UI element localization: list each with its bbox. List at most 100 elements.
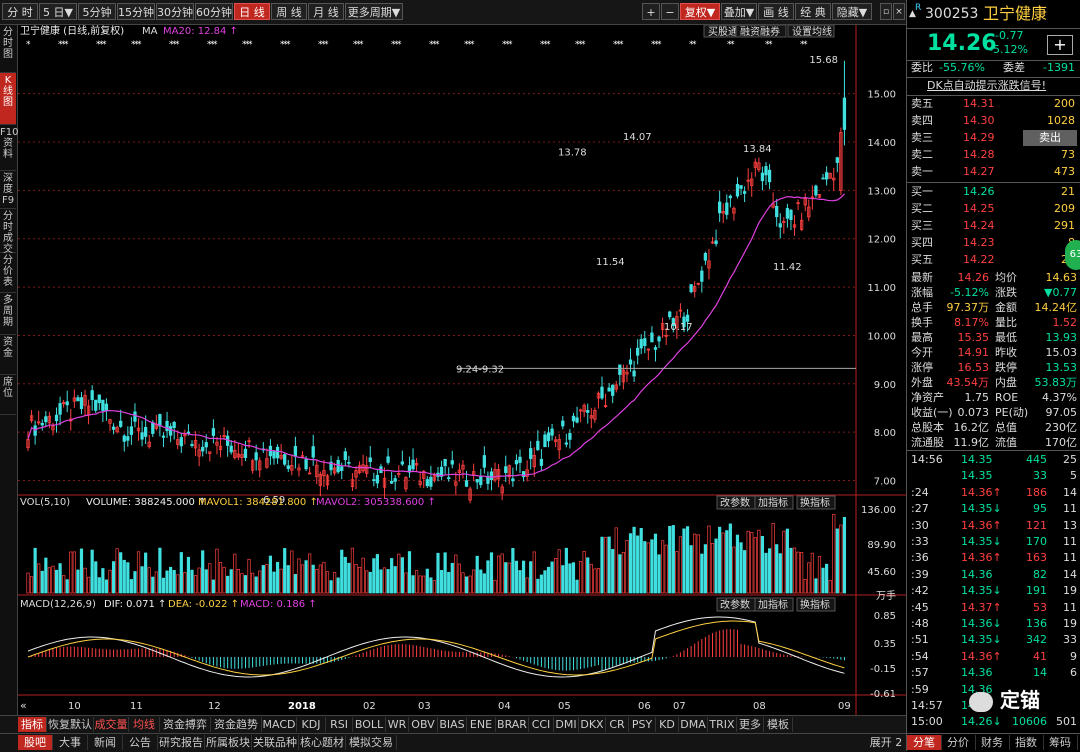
candle-body[interactable]: [782, 221, 786, 223]
candle-body[interactable]: [386, 456, 390, 463]
candle-body[interactable]: [482, 455, 486, 468]
candle-body[interactable]: [390, 480, 394, 484]
indicator-tab-22[interactable]: TRIX: [708, 717, 737, 732]
sell-button[interactable]: 卖出: [1023, 130, 1077, 146]
candle-body[interactable]: [689, 284, 693, 293]
candle-body[interactable]: [340, 466, 344, 471]
candle-body[interactable]: [104, 403, 109, 412]
toolbar-right-4-button[interactable]: 画 线: [758, 3, 794, 20]
candle-body[interactable]: [172, 421, 176, 428]
event-star-icon[interactable]: *: [429, 40, 434, 50]
candle-body[interactable]: [468, 488, 472, 501]
candle-body[interactable]: [817, 193, 822, 198]
period-0-button[interactable]: 分 时: [2, 3, 38, 20]
vol-panel-button-1[interactable]: 加指标: [758, 496, 788, 509]
candle-body[interactable]: [568, 433, 572, 440]
toolbar-right-3-button[interactable]: 叠加▼: [721, 3, 757, 20]
event-star-icon[interactable]: *: [619, 40, 624, 50]
event-star-icon[interactable]: *: [356, 40, 361, 50]
candle-body[interactable]: [222, 434, 226, 438]
chart-top-button-1[interactable]: 融资融券: [740, 25, 780, 38]
event-star-icon[interactable]: *: [99, 40, 104, 50]
event-star-icon[interactable]: *: [657, 40, 662, 50]
candle-body[interactable]: [51, 425, 55, 431]
event-star-icon[interactable]: *: [689, 40, 694, 50]
candle-body[interactable]: [707, 260, 711, 269]
candle-body[interactable]: [760, 172, 765, 182]
candle-body[interactable]: [489, 471, 494, 481]
event-star-icon[interactable]: *: [245, 40, 250, 50]
candle-body[interactable]: [564, 442, 568, 445]
candle-body[interactable]: [678, 309, 683, 312]
event-star-icon[interactable]: *: [131, 40, 136, 50]
candle-body[interactable]: [76, 397, 80, 402]
candle-body[interactable]: [90, 390, 94, 401]
candle-body[interactable]: [204, 442, 208, 448]
candle-body[interactable]: [842, 97, 847, 130]
candle-body[interactable]: [718, 201, 722, 214]
toolbar-right-5-button[interactable]: 经 典: [795, 3, 831, 20]
indicator-tab-19[interactable]: PSY: [629, 717, 656, 732]
candle-body[interactable]: [789, 209, 793, 221]
candle-body[interactable]: [375, 474, 380, 484]
kline-svg[interactable]: 15.00 14.00 13.00 12.00 11.00 10.00 9.00 8.00 7.…: [18, 24, 906, 715]
candle-body[interactable]: [657, 336, 661, 342]
candle-body[interactable]: [668, 311, 672, 318]
candle-body[interactable]: [764, 166, 768, 176]
candle-body[interactable]: [525, 469, 529, 477]
event-star-icon[interactable]: *: [175, 40, 180, 50]
candle-body[interactable]: [767, 169, 772, 183]
chart-top-button-2[interactable]: 设置均线: [792, 25, 832, 38]
close-icon[interactable]: ×: [893, 3, 905, 20]
candle-body[interactable]: [250, 460, 255, 471]
event-star-icon[interactable]: *: [280, 40, 285, 50]
event-star-icon[interactable]: *: [432, 40, 437, 50]
left-tab-1[interactable]: K线图: [0, 73, 16, 125]
candle-body[interactable]: [518, 456, 522, 463]
candle-body[interactable]: [44, 416, 48, 423]
chart-top-button-frame[interactable]: [787, 24, 835, 38]
candle-body[interactable]: [643, 338, 647, 346]
candle-body[interactable]: [653, 347, 658, 350]
candle-body[interactable]: [675, 316, 679, 329]
indicator-tab-4[interactable]: 资金搏弈: [160, 717, 211, 732]
candle-body[interactable]: [332, 467, 337, 474]
candle-body[interactable]: [614, 384, 618, 390]
macd-panel-button-frame[interactable]: [754, 597, 794, 612]
candle-body[interactable]: [293, 446, 298, 457]
event-star-icon[interactable]: *: [730, 40, 735, 50]
candle-body[interactable]: [272, 451, 276, 459]
candle-body[interactable]: [400, 461, 404, 465]
candle-body[interactable]: [746, 179, 750, 182]
info-tab-1[interactable]: 大事: [53, 735, 88, 750]
vol-panel-button-0[interactable]: 改参数: [720, 496, 750, 509]
candle-body[interactable]: [229, 445, 233, 453]
event-star-icon[interactable]: *: [397, 40, 402, 50]
candle-body[interactable]: [550, 428, 554, 436]
candle-body[interactable]: [714, 240, 718, 245]
right-tab-3[interactable]: 指数: [1009, 735, 1044, 750]
candle-body[interactable]: [639, 339, 643, 349]
period-2-button[interactable]: 5分钟: [78, 3, 116, 20]
candle-body[interactable]: [814, 185, 818, 196]
candle-body[interactable]: [258, 460, 262, 471]
indicator-tab-11[interactable]: OBV: [409, 717, 438, 732]
event-star-icon[interactable]: *: [692, 40, 697, 50]
candle-body[interactable]: [240, 454, 244, 458]
candle-body[interactable]: [432, 474, 437, 481]
candle-body[interactable]: [832, 177, 836, 181]
candle-body[interactable]: [828, 172, 832, 179]
candle-body[interactable]: [532, 454, 536, 468]
candle-body[interactable]: [411, 459, 415, 470]
indicator-tab-20[interactable]: KD: [656, 717, 679, 732]
candle-body[interactable]: [464, 480, 469, 487]
event-star-icon[interactable]: *: [169, 40, 174, 50]
info-tab-7[interactable]: 核心题材: [300, 735, 346, 750]
candle-body[interactable]: [493, 469, 497, 481]
candle-body[interactable]: [83, 395, 87, 406]
indicator-tab-2[interactable]: 成交量: [94, 717, 129, 732]
candle-body[interactable]: [514, 460, 519, 465]
candle-body[interactable]: [664, 334, 668, 337]
candle-body[interactable]: [593, 410, 597, 420]
toolbar-right-2-button[interactable]: 复权▼: [680, 3, 720, 20]
